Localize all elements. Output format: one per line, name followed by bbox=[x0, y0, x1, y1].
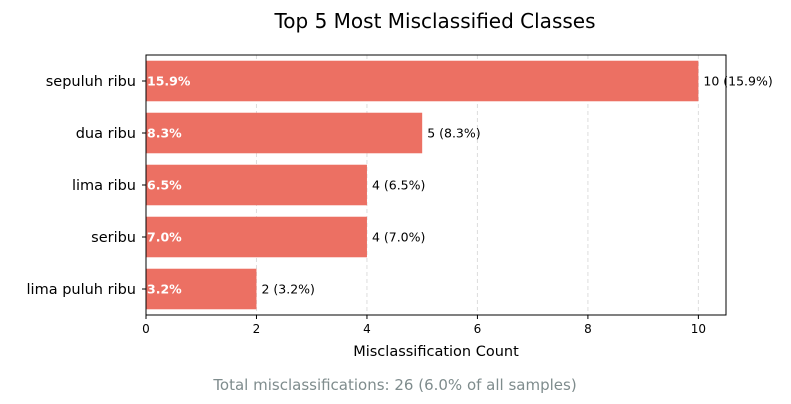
x-tick-label: 10 bbox=[691, 322, 706, 336]
category-label: seribu bbox=[91, 230, 136, 246]
bar-percent-label: 8.3% bbox=[147, 126, 182, 141]
y-axis-categories: sepuluh ribu dua ribu lima ribu seribu lima … bbox=[27, 74, 146, 298]
bar bbox=[146, 268, 257, 310]
bar-value-label: 4 (7.0%) bbox=[372, 230, 425, 245]
x-axis-label: Misclassification Count bbox=[353, 344, 519, 360]
category-label: dua ribu bbox=[76, 126, 136, 142]
bar-value-label: 5 (8.3%) bbox=[427, 126, 480, 141]
category-label: lima ribu bbox=[72, 178, 136, 194]
bar-value-label: 4 (6.5%) bbox=[372, 178, 425, 193]
bar-value-label: 2 (3.2%) bbox=[261, 282, 314, 297]
x-tick-label: 8 bbox=[584, 322, 592, 336]
x-tick-label: 6 bbox=[474, 322, 482, 336]
x-tick-label: 0 bbox=[142, 322, 150, 336]
bar-percent-label: 15.9% bbox=[147, 74, 191, 89]
bar-value-label: 10 (15.9%) bbox=[703, 74, 772, 89]
bar bbox=[146, 216, 367, 258]
x-tick-label: 2 bbox=[253, 322, 261, 336]
bars: 15.9% 10 (15.9%) 8.3% 5 (8.3%) 6.5% 4 (6.5%) 7… bbox=[146, 60, 773, 310]
bar-percent-label: 7.0% bbox=[147, 230, 182, 245]
chart-title: Top 5 Most Misclassified Classes bbox=[273, 9, 595, 33]
bar bbox=[146, 112, 423, 154]
bar bbox=[146, 60, 699, 102]
bar-percent-label: 6.5% bbox=[147, 178, 182, 193]
bar bbox=[146, 164, 367, 206]
x-tick-label: 4 bbox=[363, 322, 371, 336]
category-label: lima puluh ribu bbox=[27, 282, 136, 298]
footer-note: Total misclassifications: 26 (6.0% of al… bbox=[212, 376, 576, 394]
bar-percent-label: 3.2% bbox=[147, 282, 182, 297]
category-label: sepuluh ribu bbox=[46, 74, 136, 90]
x-axis-ticks: 0 2 4 6 8 10 bbox=[142, 315, 706, 336]
